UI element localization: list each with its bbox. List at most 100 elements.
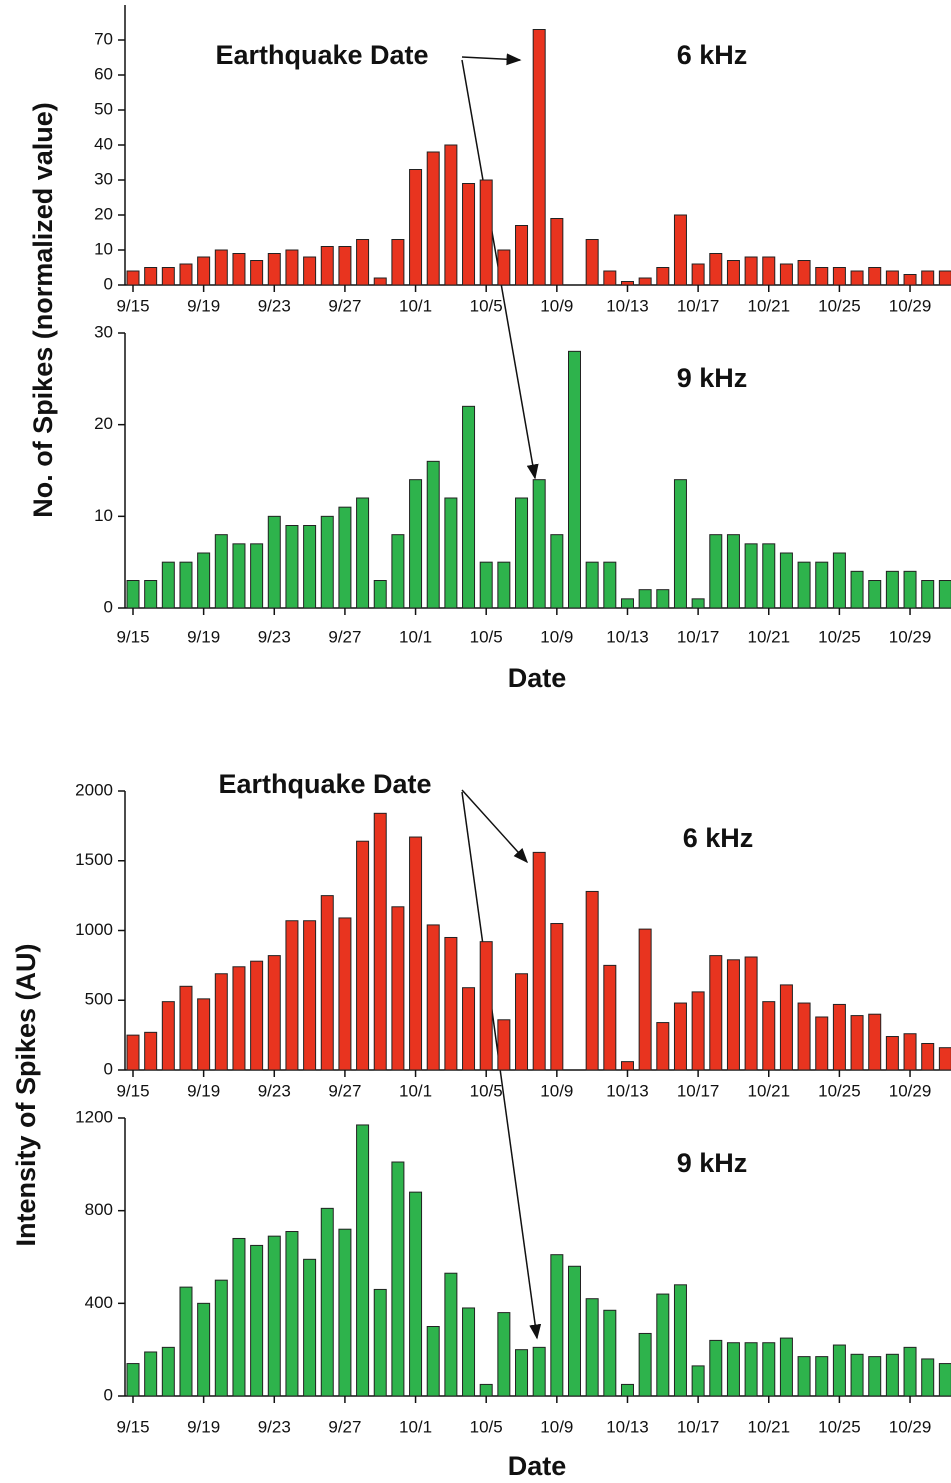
bar <box>126 270 140 286</box>
x-tick-label: 9/27 <box>328 1417 361 1436</box>
x-tick-label: 10/29 <box>889 1417 932 1436</box>
x-tick-label: 9/19 <box>187 1417 220 1436</box>
x-tick-label: 10/1 <box>399 1417 432 1436</box>
bar <box>161 267 175 286</box>
bar <box>620 281 634 286</box>
bar <box>144 1031 158 1071</box>
bar <box>691 991 705 1071</box>
bar <box>656 589 670 609</box>
x-tick-label: 9/23 <box>258 627 291 646</box>
bar <box>815 267 829 286</box>
bar <box>409 169 423 286</box>
y-tick-label: 30 <box>94 322 113 341</box>
bar <box>568 350 581 609</box>
x-tick-label: 10/1 <box>399 627 432 646</box>
bar <box>815 561 829 609</box>
bar <box>868 267 882 286</box>
bar <box>550 534 564 609</box>
bar <box>921 270 935 286</box>
bar <box>885 270 899 286</box>
bar <box>250 960 264 1071</box>
bar <box>726 1342 740 1397</box>
x-tick-label: 10/9 <box>540 627 573 646</box>
bar <box>479 941 493 1071</box>
bar <box>497 1312 511 1397</box>
bar <box>161 1001 175 1071</box>
x-tick-label: 9/19 <box>187 627 220 646</box>
bar <box>585 239 599 286</box>
bar <box>303 525 317 609</box>
bar <box>391 906 405 1071</box>
bar <box>903 274 917 286</box>
bar <box>320 246 334 286</box>
bar <box>903 1346 917 1397</box>
bar <box>744 543 758 609</box>
x-tick-label: 10/21 <box>747 627 790 646</box>
x-tick-label: 10/1 <box>399 1081 432 1100</box>
bar <box>250 260 264 286</box>
bar <box>726 534 740 609</box>
bar <box>673 214 687 286</box>
bar <box>744 956 758 1071</box>
bar <box>938 580 951 609</box>
bar <box>921 1042 935 1071</box>
x-tick-label: 10/25 <box>818 1081 861 1100</box>
bar <box>550 1254 564 1397</box>
bar <box>426 924 440 1071</box>
bar <box>497 249 511 286</box>
bar <box>532 851 546 1071</box>
bar <box>479 179 493 286</box>
bar <box>285 1231 299 1397</box>
bar <box>479 1383 493 1397</box>
bar <box>356 840 370 1071</box>
bar <box>197 1302 211 1397</box>
annotation: Earthquake Date <box>215 40 428 70</box>
x-tick-label: 10/5 <box>470 1417 503 1436</box>
x-tick-label: 10/17 <box>677 627 720 646</box>
bar <box>232 253 246 286</box>
panel-label: 9 kHz <box>677 1148 748 1178</box>
y-tick-label: 0 <box>104 1385 113 1404</box>
y-tick-label: 0 <box>104 1059 113 1078</box>
bar <box>179 561 193 609</box>
x-tick-label: 10/17 <box>677 1081 720 1100</box>
bar <box>726 260 740 286</box>
bar <box>762 1001 776 1071</box>
bar <box>797 561 811 609</box>
bar <box>144 1351 158 1397</box>
bar <box>938 1047 951 1071</box>
bar <box>373 1288 387 1397</box>
bar <box>338 506 352 609</box>
y-tick-label: 20 <box>94 204 113 223</box>
bar <box>444 144 458 286</box>
bar <box>691 1365 705 1397</box>
y-tick-label: 800 <box>85 1200 113 1219</box>
bar <box>197 998 211 1071</box>
bar <box>409 836 423 1071</box>
bar <box>497 561 511 609</box>
bar <box>903 570 917 609</box>
y-tick-label: 50 <box>94 99 113 118</box>
bar <box>850 270 864 286</box>
bar <box>532 479 546 609</box>
bar <box>250 1244 264 1397</box>
bar <box>426 1326 440 1397</box>
x-tick-label: 10/25 <box>818 296 861 315</box>
x-axis-label: Date <box>508 663 567 693</box>
bar <box>603 270 617 286</box>
bar <box>938 270 951 286</box>
bar <box>391 1161 405 1397</box>
bar <box>762 1342 776 1397</box>
x-tick-label: 10/9 <box>540 1081 573 1100</box>
bar <box>638 277 652 286</box>
bar <box>744 1342 758 1397</box>
x-tick-label: 10/5 <box>470 1081 503 1100</box>
bar <box>815 1016 829 1071</box>
x-tick-label: 9/23 <box>258 296 291 315</box>
bar <box>868 1356 882 1397</box>
bar <box>214 249 228 286</box>
bar <box>779 984 793 1071</box>
bar <box>921 580 935 609</box>
x-tick-label: 9/15 <box>116 627 149 646</box>
x-tick-label: 10/5 <box>470 627 503 646</box>
